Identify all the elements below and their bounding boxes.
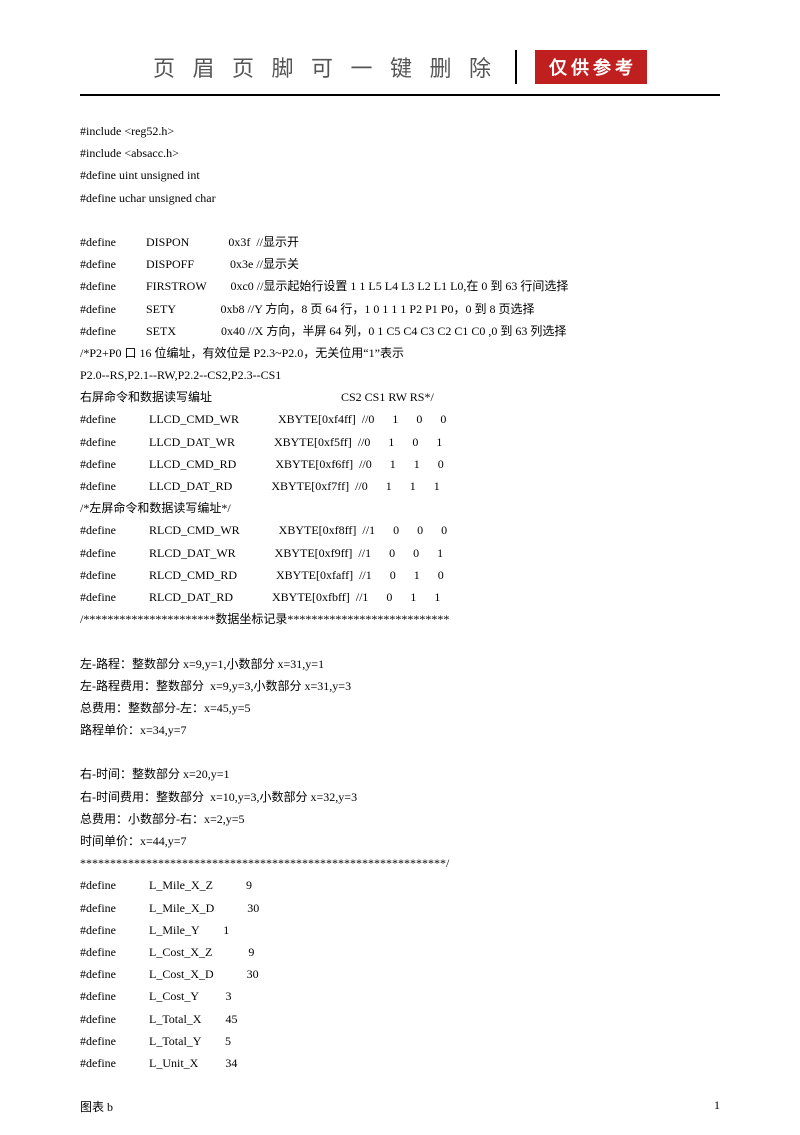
code-content: #include <reg52.h> #include <absacc.h> #… [80, 120, 720, 1074]
header-stamp: 仅供参考 [535, 50, 647, 84]
page-footer: 图表 b 1 [80, 1098, 720, 1115]
document-page: 页 眉 页 脚 可 一 键 删 除 仅供参考 #include <reg52.h… [0, 0, 800, 1135]
footer-left: 图表 b [80, 1098, 113, 1115]
header-rule [80, 94, 720, 96]
page-header: 页 眉 页 脚 可 一 键 删 除 仅供参考 [80, 50, 720, 84]
footer-page-number: 1 [714, 1098, 720, 1115]
header-divider [515, 50, 517, 84]
header-title: 页 眉 页 脚 可 一 键 删 除 [153, 51, 497, 83]
